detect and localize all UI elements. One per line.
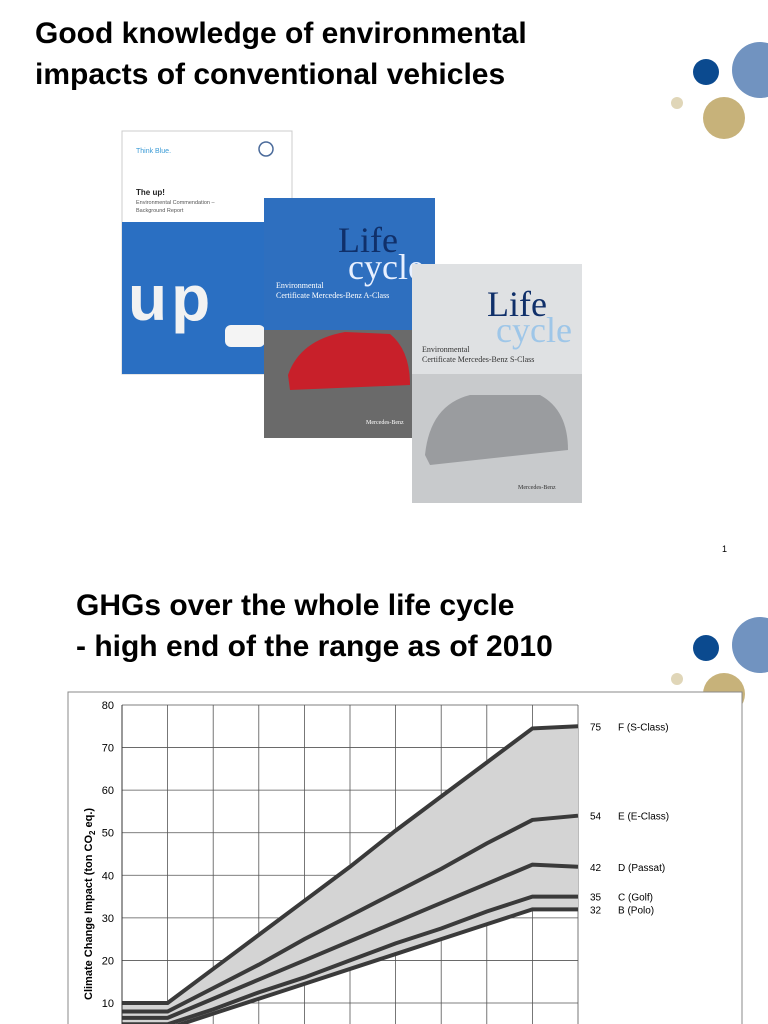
series-line <box>122 813 579 1014</box>
y-tick-label: 70 <box>102 743 114 755</box>
cover-title: Life <box>338 220 398 260</box>
y-tick-label: 50 <box>102 828 114 840</box>
series-line <box>122 894 578 1024</box>
legend-label: B (Polo) <box>618 905 654 916</box>
cover-subtitle: Background Report <box>136 208 184 214</box>
y-tick-label: 10 <box>102 998 114 1010</box>
cover-title: cycle <box>348 247 424 287</box>
legend-label: E (E-Class) <box>618 812 669 823</box>
y-tick-label: 60 <box>102 785 114 797</box>
slide-title: impacts of conventional vehicles <box>35 58 505 91</box>
cover-subtitle: Environmental <box>422 345 470 354</box>
cover: Life cycle Environmental Certificate Mer… <box>412 264 582 503</box>
range-area <box>122 726 578 1024</box>
y-tick-label: 40 <box>102 870 114 882</box>
series-line <box>122 862 579 1020</box>
cover-brand: Think Blue. <box>136 148 171 155</box>
data-label: 75 <box>590 722 602 733</box>
cover-brand: Mercedes-Benz <box>518 485 556 491</box>
car <box>288 332 410 390</box>
cover-logo: up <box>128 262 214 334</box>
decor-circle <box>732 42 768 98</box>
cover-subtitle: Certificate Mercedes-Benz S-Class <box>422 355 534 364</box>
chart: 10 20 30 40 50 60 70 80 75 F (S-Class) 54 E (E-Clas… <box>102 700 669 1024</box>
cover: Think Blue. The up! Environmental Commen… <box>121 130 293 375</box>
y-tick-label: 80 <box>102 700 114 712</box>
series-line <box>122 724 579 1005</box>
car <box>225 325 265 347</box>
data-label: 54 <box>590 812 602 823</box>
decor-circle <box>671 97 683 109</box>
data-label: 32 <box>590 905 602 916</box>
cover-title: Life <box>487 284 547 324</box>
slide-title: Good knowledge of environmental <box>35 17 527 50</box>
decor-circle <box>693 635 719 661</box>
y-axis-label-part: eq.) <box>83 808 95 831</box>
slide-title: GHGs over the whole life cycle <box>76 589 515 622</box>
decor-circle <box>703 97 745 139</box>
y-tick-label: 20 <box>102 955 114 967</box>
cover-subtitle: Environmental Commendation – <box>136 200 216 206</box>
y-tick-label: 30 <box>102 913 114 925</box>
y-axis-label-part: Climate Change Impact (ton CO <box>83 835 95 1000</box>
legend-label: F (S-Class) <box>618 722 669 733</box>
y-axis-label: Climate Change Impact (ton CO2 eq.) <box>83 808 97 1000</box>
logo <box>258 141 274 157</box>
cover-panel <box>122 222 292 374</box>
cover-title: cycle <box>496 310 572 350</box>
decor-circle <box>732 617 768 673</box>
decor-circle <box>671 673 683 685</box>
decor-circle <box>693 59 719 85</box>
series-line <box>175 907 578 1024</box>
data-label: 42 <box>590 863 602 874</box>
cover-panel <box>412 264 582 374</box>
cover: Life cycle Environmental Certificate Mer… <box>264 198 435 438</box>
y-axis-label-part: 2 <box>88 830 97 835</box>
legend-label: D (Passat) <box>618 863 665 874</box>
cover-title: The up! <box>136 188 165 197</box>
page-number: 1 <box>722 544 727 554</box>
car <box>425 395 568 465</box>
data-label: 35 <box>590 893 602 904</box>
cover-subtitle: Environmental <box>276 281 324 290</box>
cover-brand: Mercedes-Benz <box>366 420 404 426</box>
cover-subtitle: Certificate Mercedes-Benz A-Class <box>276 291 389 300</box>
legend-label: C (Golf) <box>618 893 653 904</box>
slide-title: - high end of the range as of 2010 <box>76 630 553 663</box>
